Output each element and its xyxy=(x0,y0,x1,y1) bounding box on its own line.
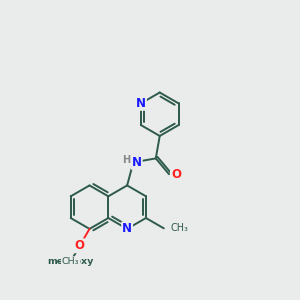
Text: CH₃: CH₃ xyxy=(62,257,79,266)
Text: N: N xyxy=(122,222,132,236)
Text: N: N xyxy=(136,97,146,110)
Text: CH₃: CH₃ xyxy=(171,223,189,233)
Text: N: N xyxy=(132,156,142,169)
Text: methoxy: methoxy xyxy=(47,257,94,266)
Text: O: O xyxy=(75,239,85,252)
Text: H: H xyxy=(122,154,130,164)
Text: O: O xyxy=(171,168,181,181)
